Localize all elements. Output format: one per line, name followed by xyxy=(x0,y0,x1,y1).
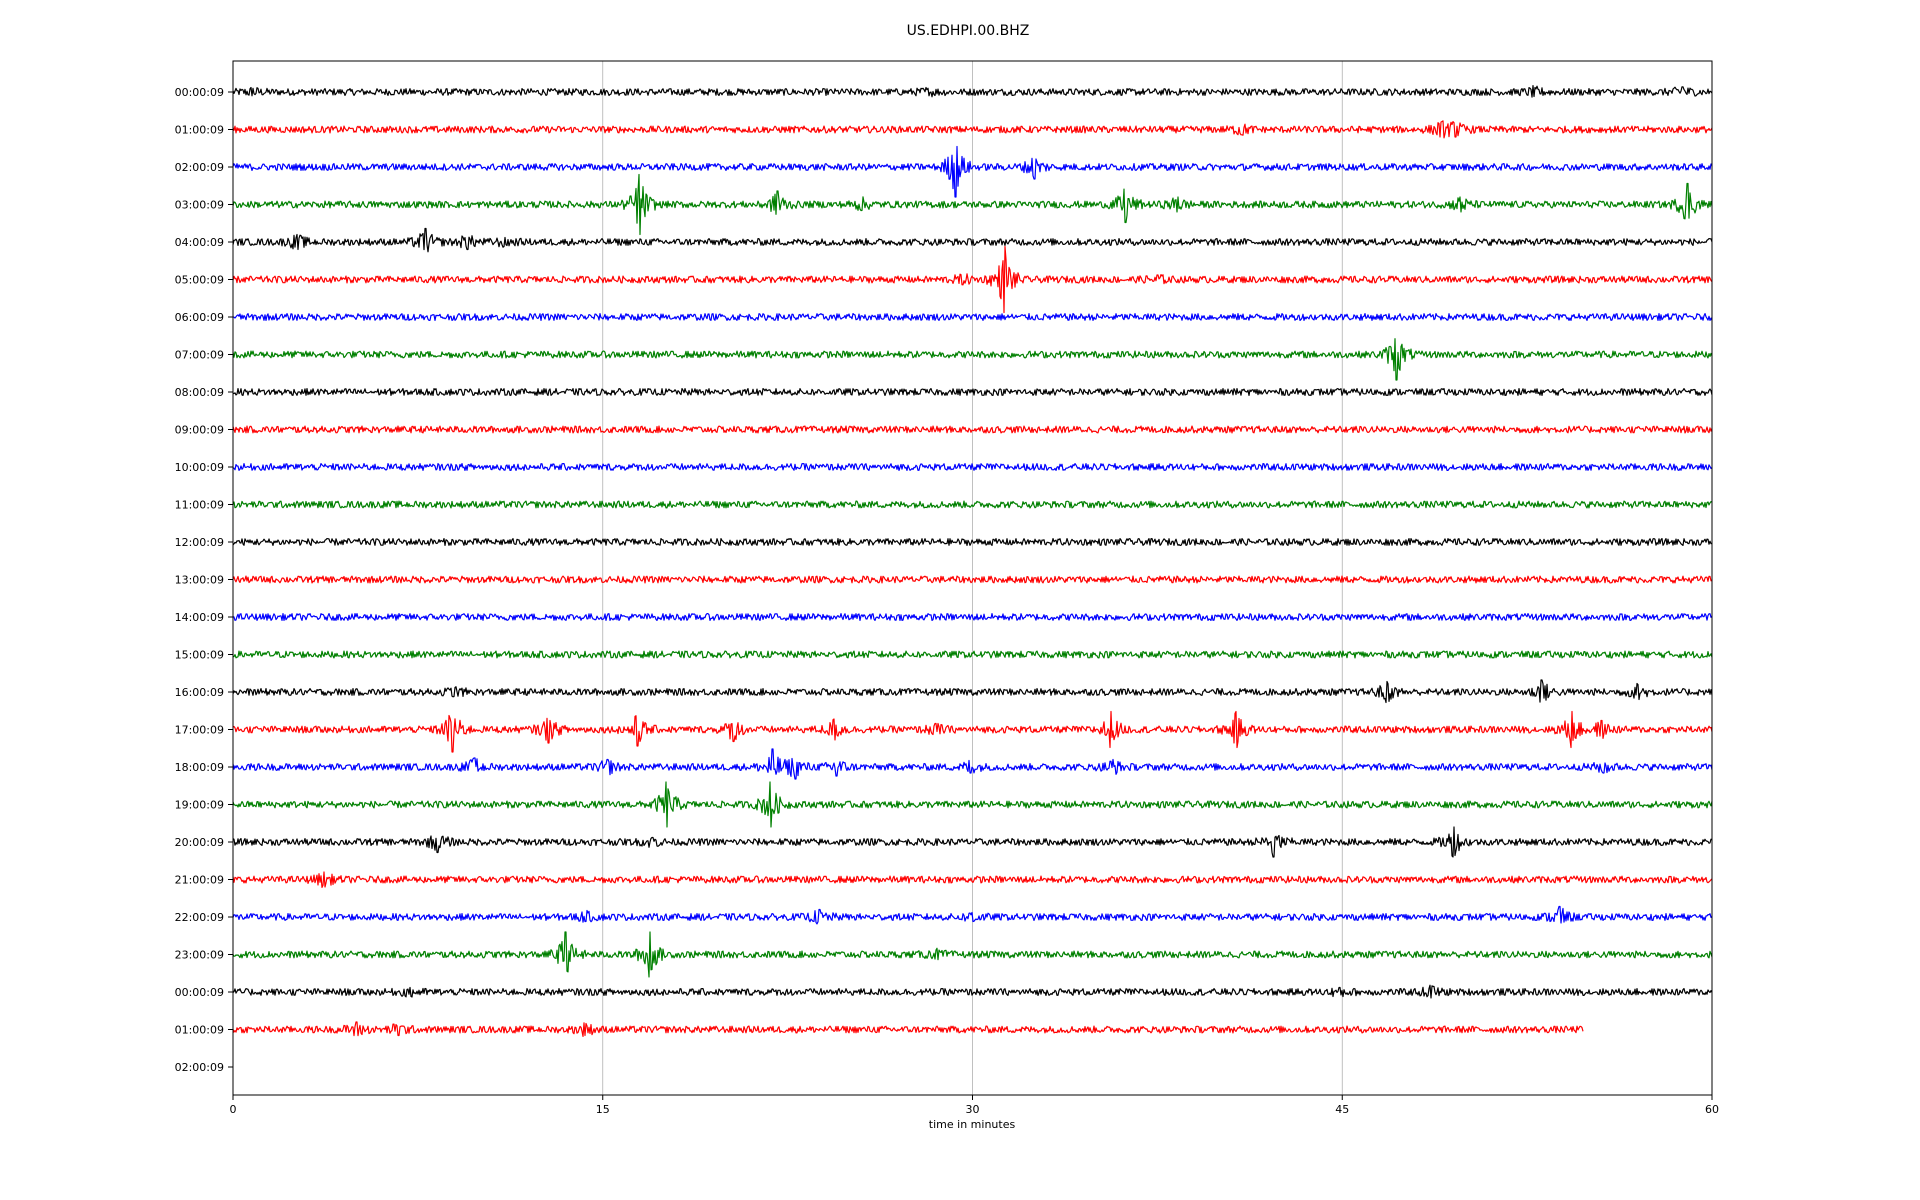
row-time-label: 22:00:09 xyxy=(175,911,224,924)
row-time-label: 11:00:09 xyxy=(175,499,224,512)
seismic-trace-row xyxy=(232,710,1713,753)
row-time-label: 02:00:09 xyxy=(175,1061,224,1074)
seismic-trace-row xyxy=(232,425,1713,434)
row-time-label: 20:00:09 xyxy=(175,836,224,849)
row-time-label: 09:00:09 xyxy=(175,424,224,437)
row-time-label: 01:00:09 xyxy=(175,1024,224,1037)
seismic-trace-row xyxy=(232,145,1713,198)
row-time-label: 15:00:09 xyxy=(175,649,224,662)
seismic-trace-row xyxy=(232,313,1713,321)
seismic-trace-row xyxy=(232,575,1713,584)
row-time-label: 19:00:09 xyxy=(175,799,224,812)
seismic-trace-row xyxy=(232,650,1713,659)
row-time-label: 01:00:09 xyxy=(175,124,224,137)
seismic-trace-row xyxy=(232,612,1713,622)
seismic-trace-row xyxy=(232,905,1713,925)
row-time-label: 02:00:09 xyxy=(175,161,224,174)
seismic-trace-row xyxy=(232,388,1713,396)
seismic-trace-row xyxy=(232,1021,1584,1038)
seismic-trace-row xyxy=(232,871,1713,889)
row-time-label: 23:00:09 xyxy=(175,949,224,962)
seismic-trace-row xyxy=(232,120,1713,139)
seismic-trace-row xyxy=(232,338,1713,381)
seismic-trace-row xyxy=(232,245,1713,314)
x-tick-label: 15 xyxy=(596,1103,610,1116)
chart-title: US.EDHPI.00.BHZ xyxy=(907,23,1030,39)
row-time-label: 14:00:09 xyxy=(175,611,224,624)
seismic-trace-row xyxy=(232,537,1713,547)
row-label-layer: 00:00:09 01:00:09 02:00:09 03:00:09 04:00:09… xyxy=(175,86,233,1074)
row-time-label: 12:00:09 xyxy=(175,536,224,549)
seismic-trace-row xyxy=(232,984,1713,999)
seismic-trace-row xyxy=(232,227,1713,253)
x-tick-label: 60 xyxy=(1705,1103,1719,1116)
seismic-trace-row xyxy=(232,173,1713,236)
row-time-label: 16:00:09 xyxy=(175,686,224,699)
seismic-trace-row xyxy=(232,781,1713,828)
x-axis-label: time in minutes xyxy=(929,1118,1016,1131)
seismic-trace-row xyxy=(232,931,1713,978)
row-time-label: 06:00:09 xyxy=(175,311,224,324)
seismic-trace-row xyxy=(232,84,1713,98)
row-time-label: 08:00:09 xyxy=(175,386,224,399)
row-time-label: 00:00:09 xyxy=(175,86,224,99)
row-time-label: 18:00:09 xyxy=(175,761,224,774)
row-time-label: 05:00:09 xyxy=(175,274,224,287)
x-tick-layer: 0 15 30 45 60 xyxy=(230,1095,1719,1116)
seismic-trace-row xyxy=(232,500,1713,509)
row-time-label: 00:00:09 xyxy=(175,986,224,999)
row-time-label: 03:00:09 xyxy=(175,199,224,212)
row-time-label: 10:00:09 xyxy=(175,461,224,474)
seismic-trace-row xyxy=(232,679,1713,704)
seismic-trace-row xyxy=(232,748,1713,780)
x-tick-label: 45 xyxy=(1335,1103,1349,1116)
x-tick-label: 30 xyxy=(966,1103,980,1116)
row-time-label: 21:00:09 xyxy=(175,874,224,887)
row-time-label: 13:00:09 xyxy=(175,574,224,587)
row-time-label: 17:00:09 xyxy=(175,724,224,737)
trace-layer xyxy=(232,84,1713,1038)
x-tick-label: 0 xyxy=(230,1103,237,1116)
seismic-trace-row xyxy=(232,826,1713,858)
row-time-label: 07:00:09 xyxy=(175,349,224,362)
row-time-label: 04:00:09 xyxy=(175,236,224,249)
seismic-trace-row xyxy=(232,463,1713,471)
